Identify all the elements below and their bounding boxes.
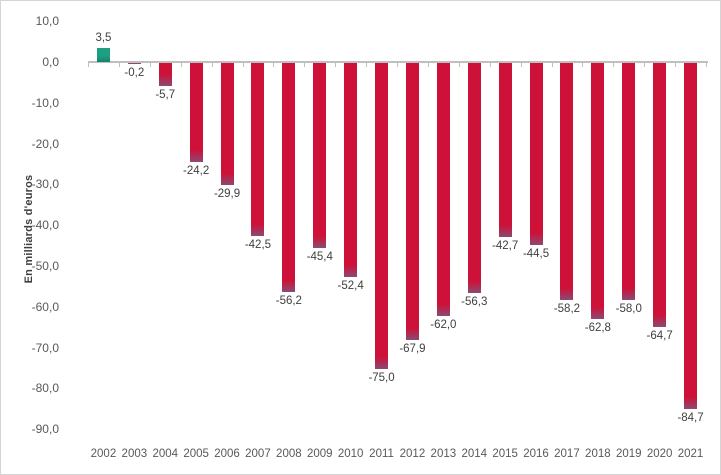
bar-2011 — [375, 63, 389, 369]
bar-value-label: -44,5 — [522, 247, 550, 260]
x-axis-year-label: 2011 — [369, 448, 394, 460]
y-axis-tick-label: -40,0 — [31, 218, 59, 233]
bar-2008 — [282, 63, 296, 293]
bar-2017 — [560, 63, 574, 301]
axis-tick-mark — [489, 63, 491, 67]
x-axis-year-label: 2008 — [276, 448, 302, 460]
x-axis-year-label: 2006 — [214, 448, 240, 460]
bar-value-label: -29,9 — [213, 187, 241, 200]
x-axis-year-label: 2005 — [183, 448, 209, 460]
axis-tick-mark — [180, 63, 182, 67]
axis-tick-mark — [520, 63, 522, 67]
bar-2007 — [251, 63, 265, 237]
x-axis-year-label: 2019 — [615, 448, 642, 460]
y-axis-tick-label: -60,0 — [31, 299, 59, 314]
axis-tick-mark — [149, 63, 151, 67]
axis-tick-mark — [675, 63, 677, 67]
axis-tick-mark — [706, 63, 707, 67]
x-axis-line — [88, 61, 708, 63]
axis-tick-mark — [366, 63, 368, 67]
bar-value-label: -67,9 — [399, 343, 426, 356]
x-axis-year-label: 2014 — [461, 448, 488, 460]
axis-tick-mark — [397, 63, 398, 67]
bar-2004 — [158, 63, 172, 87]
axis-tick-mark — [88, 63, 89, 67]
y-axis-tick-label: -90,0 — [31, 422, 59, 437]
bar-value-label: -5,7 — [155, 89, 176, 102]
bar-value-label: -84,7 — [677, 411, 704, 424]
x-axis-year-label: 2021 — [677, 448, 704, 460]
x-axis-year-label: 2015 — [492, 448, 518, 460]
axis-tick-mark — [458, 63, 460, 67]
x-axis-year-label: 2013 — [430, 448, 457, 460]
axis-tick-mark — [551, 63, 553, 67]
bar-value-label: 3,5 — [95, 31, 112, 44]
bar-2010 — [344, 63, 358, 277]
bar-2002 — [96, 47, 110, 62]
bar-2020 — [653, 63, 667, 327]
bar-2003 — [127, 63, 141, 64]
bar-value-label: -0,2 — [124, 67, 145, 79]
x-axis-year-label: 2012 — [399, 448, 426, 460]
axis-tick-mark — [613, 63, 615, 67]
bar-2021 — [684, 63, 698, 409]
axis-tick-mark — [644, 63, 646, 67]
bar-2014 — [467, 63, 481, 293]
bar-value-label: -45,4 — [306, 251, 333, 264]
x-axis-year-label: 2004 — [152, 448, 179, 460]
bar-2009 — [313, 63, 327, 249]
bar-value-label: -56,2 — [275, 295, 302, 308]
x-axis-year-label: 2007 — [245, 448, 271, 460]
x-axis-year-label: 2002 — [90, 448, 117, 460]
y-axis-tick-label: 10,0 — [35, 14, 59, 29]
bar-2013 — [436, 63, 450, 316]
y-axis-tick-label: -70,0 — [31, 340, 59, 355]
bar-value-label: -62,8 — [584, 322, 611, 335]
bar-value-label: -42,7 — [492, 240, 519, 253]
bar-2016 — [529, 63, 543, 245]
bar-value-label: -75,0 — [368, 372, 395, 384]
bar-value-label: -58,0 — [615, 302, 642, 315]
y-axis-tick-label: -20,0 — [31, 136, 59, 151]
axis-tick-mark — [242, 63, 244, 67]
x-axis-year-label: 2003 — [121, 448, 148, 460]
y-axis-tick-label: -50,0 — [31, 259, 59, 273]
axis-tick-mark — [582, 63, 584, 67]
y-axis-tick-label: -80,0 — [31, 381, 59, 396]
axis-tick-mark — [427, 63, 429, 67]
x-axis-year-label: 2010 — [337, 448, 364, 460]
bar-2006 — [220, 63, 234, 185]
y-axis-tick-label: -10,0 — [31, 95, 59, 110]
y-axis-tick-label: -30,0 — [31, 177, 59, 192]
axis-tick-mark — [304, 63, 306, 67]
x-axis-year-label: 2020 — [646, 448, 673, 460]
axis-tick-mark — [211, 63, 213, 67]
x-axis-year-label: 2009 — [306, 448, 333, 460]
bar-2015 — [498, 63, 512, 238]
x-axis-year-label: 2017 — [554, 448, 580, 460]
axis-tick-mark — [118, 63, 120, 67]
bar-2005 — [189, 63, 203, 162]
y-axis-tick-label: 0,0 — [42, 55, 59, 69]
bar-value-label: -58,2 — [553, 303, 581, 316]
bar-value-label: -64,7 — [646, 329, 673, 342]
bar-value-label: -24,2 — [183, 164, 210, 177]
bar-value-label: -52,4 — [337, 279, 364, 292]
bar-value-label: -62,0 — [430, 318, 457, 331]
x-axis-year-label: 2016 — [523, 448, 549, 460]
bar-2019 — [622, 63, 636, 300]
axis-tick-mark — [335, 63, 337, 67]
axis-tick-mark — [273, 63, 275, 67]
bar-value-label: -42,5 — [244, 239, 272, 252]
bar-2018 — [591, 63, 605, 320]
bar-value-label: -56,3 — [461, 295, 488, 308]
bar-2012 — [405, 63, 419, 341]
x-axis-year-label: 2018 — [585, 448, 611, 460]
